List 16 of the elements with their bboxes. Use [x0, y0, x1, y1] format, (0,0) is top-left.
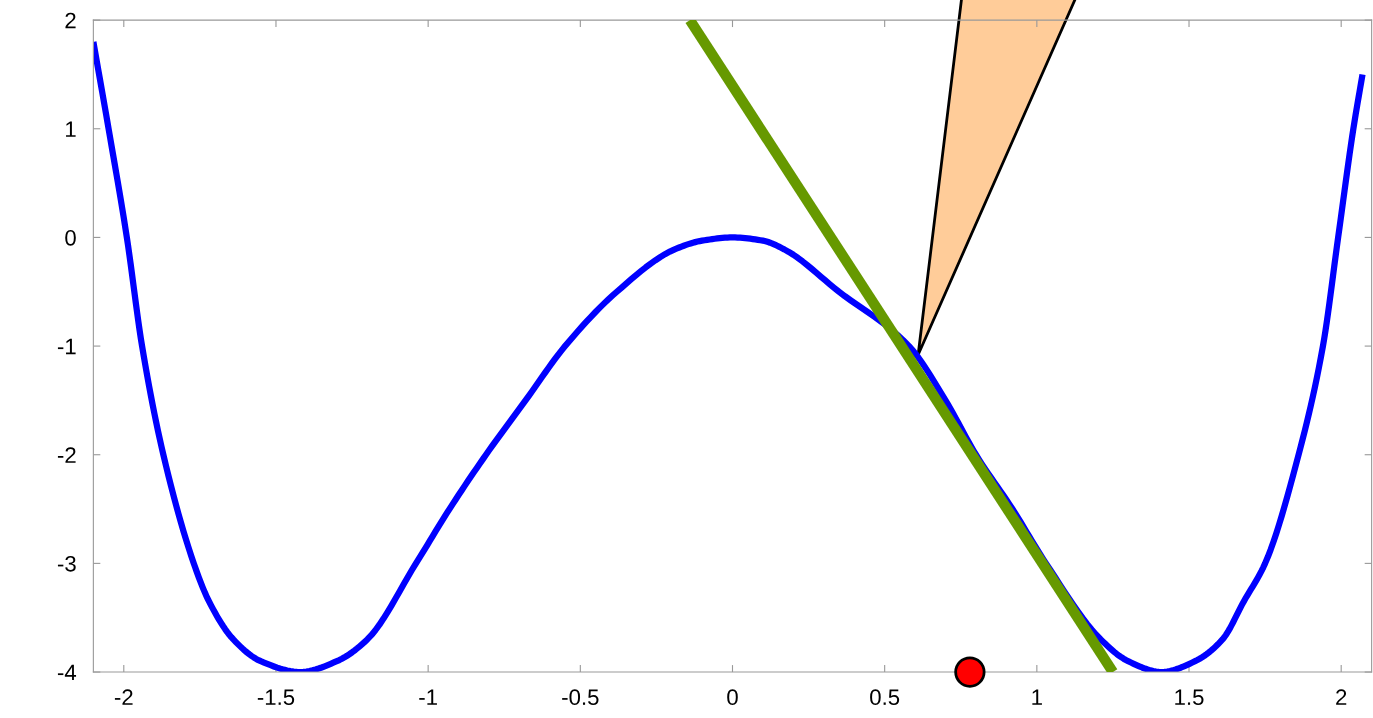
- x-tick-label: -0.5: [562, 689, 599, 706]
- y-tick-label: -4: [57, 664, 77, 681]
- y-tick-label: 0: [65, 229, 76, 246]
- x-tick-label: 1.5: [1175, 689, 1204, 706]
- y-tick-label: 1: [66, 121, 76, 137]
- y-tick-label: -2: [57, 447, 76, 463]
- x-tick-label: 0: [727, 689, 738, 706]
- y-tick-label: 2: [65, 12, 76, 29]
- x-tick-label: -2: [114, 689, 133, 705]
- x-tick-label: 0.5: [870, 689, 900, 706]
- x-tick-label: 1: [1032, 689, 1042, 705]
- x-tick-label: -1.5: [257, 689, 295, 706]
- x-tick-label: 2: [1336, 689, 1347, 705]
- x-tick-label: -1: [419, 689, 437, 705]
- y-tick-label: -3: [57, 555, 76, 572]
- y-tick-label: -1: [57, 338, 76, 355]
